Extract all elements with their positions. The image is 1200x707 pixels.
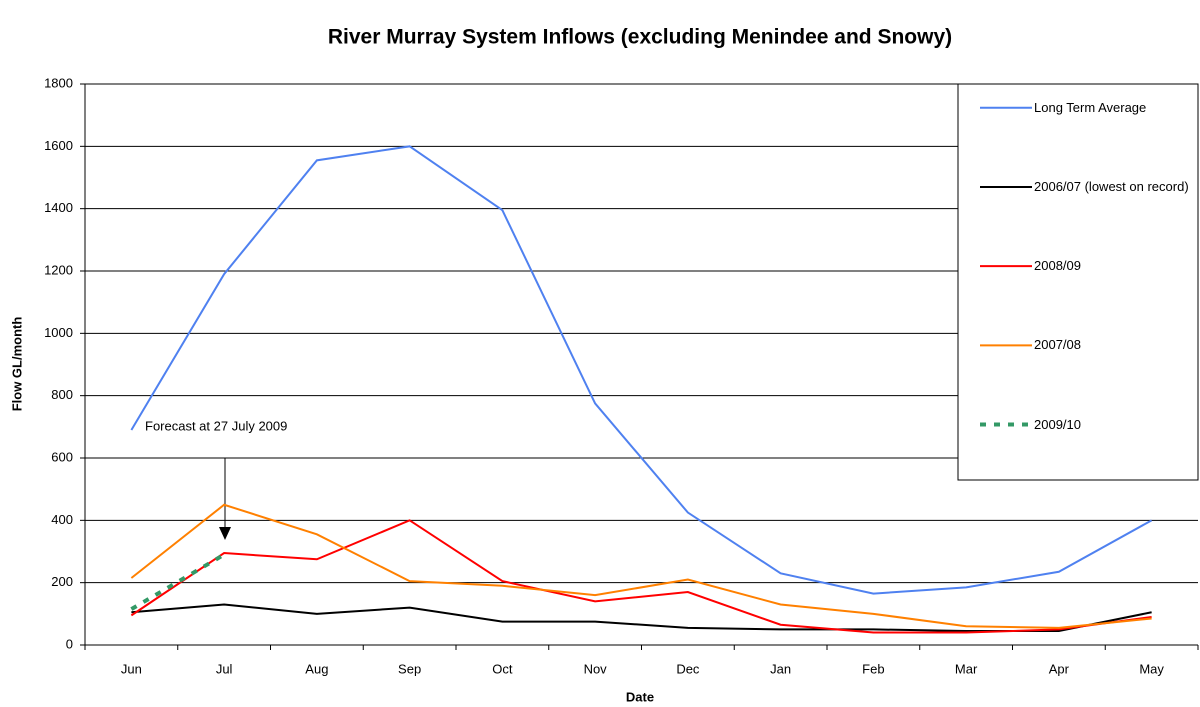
y-tick-label: 600 [51, 449, 73, 464]
x-tick-label: Jan [770, 661, 791, 676]
legend-label: Long Term Average [1034, 99, 1147, 115]
x-axis-label: Date [626, 689, 654, 704]
legend-label: 2007/08 [1034, 337, 1081, 353]
legend-entry: 2006/07 (lowest on record) [1034, 178, 1189, 194]
y-tick-label: 1600 [44, 138, 73, 153]
series-line [130, 552, 226, 611]
x-tick-label: Oct [492, 661, 513, 676]
legend-entry: 2009/10 [1034, 416, 1081, 432]
x-tick-label: Sep [398, 661, 421, 676]
x-tick-label: Mar [955, 661, 978, 676]
chart-title: River Murray System Inflows (excluding M… [328, 26, 952, 49]
legend-label: 2006/07 (lowest on record) [1034, 178, 1189, 194]
legend-entry: 2008/09 [1034, 258, 1081, 274]
y-tick-label: 200 [51, 574, 73, 589]
y-axis-label: Flow GL/month [9, 317, 24, 412]
x-tick-label: Apr [1049, 661, 1070, 676]
y-tick-label: 1000 [44, 325, 73, 340]
annotation-arrowhead [219, 527, 231, 540]
x-tick-label: May [1139, 661, 1164, 676]
x-tick-label: Jun [121, 661, 142, 676]
legend-label: 2009/10 [1034, 416, 1081, 432]
y-tick-label: 1200 [44, 262, 73, 277]
legend-entry: 2007/08 [1034, 337, 1081, 353]
legend-box [957, 83, 1199, 481]
series-line [130, 519, 1152, 634]
x-tick-label: Feb [862, 661, 884, 676]
series-line [130, 145, 1153, 595]
y-tick-label: 1800 [44, 75, 73, 90]
series-line [130, 503, 1152, 629]
legend-entry: Long Term Average [1034, 99, 1147, 115]
x-tick-label: Dec [676, 661, 700, 676]
annotation: Forecast at 27 July 2009 [145, 418, 287, 433]
series-line [131, 603, 1152, 632]
x-tick-label: Jul [216, 661, 233, 676]
y-tick-label: 0 [66, 636, 73, 651]
y-tick-label: 800 [51, 387, 73, 402]
x-tick-label: Nov [584, 661, 608, 676]
legend-label: 2008/09 [1034, 258, 1081, 274]
y-tick-label: 1400 [44, 200, 73, 215]
y-tick-label: 400 [51, 512, 73, 527]
x-tick-label: Aug [305, 661, 328, 676]
